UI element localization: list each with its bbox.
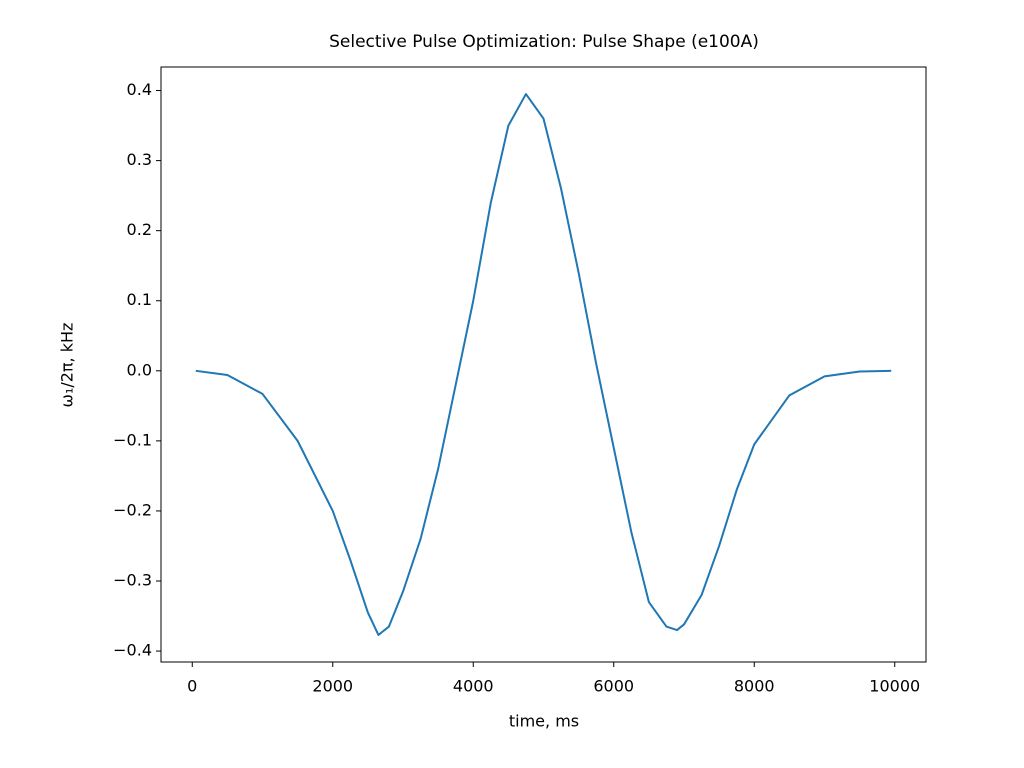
y-tick-label: 0.0 xyxy=(127,360,152,379)
x-tick-label: 10000 xyxy=(869,677,920,696)
y-tick-label: 0.2 xyxy=(127,220,152,239)
y-tick-label: −0.1 xyxy=(113,430,152,449)
x-tick-label: 8000 xyxy=(734,677,775,696)
x-tick-label: 0 xyxy=(187,677,197,696)
y-tick-label: −0.2 xyxy=(113,500,152,519)
y-axis-label: ω₁/2π, kHz xyxy=(58,323,77,408)
plot-frame xyxy=(160,66,927,663)
x-axis-label: time, ms xyxy=(509,712,579,731)
x-tick-label: 2000 xyxy=(312,677,353,696)
y-tick-label: 0.4 xyxy=(127,80,152,99)
chart-title: Selective Pulse Optimization: Pulse Shap… xyxy=(329,32,759,52)
x-tick-label: 6000 xyxy=(593,677,634,696)
y-tick-label: 0.1 xyxy=(127,290,152,309)
y-tick-label: −0.3 xyxy=(113,571,152,590)
y-tick-label: 0.3 xyxy=(127,150,152,169)
x-tick-label: 4000 xyxy=(453,677,494,696)
y-tick-label: −0.4 xyxy=(113,641,152,660)
data-line xyxy=(195,93,892,636)
